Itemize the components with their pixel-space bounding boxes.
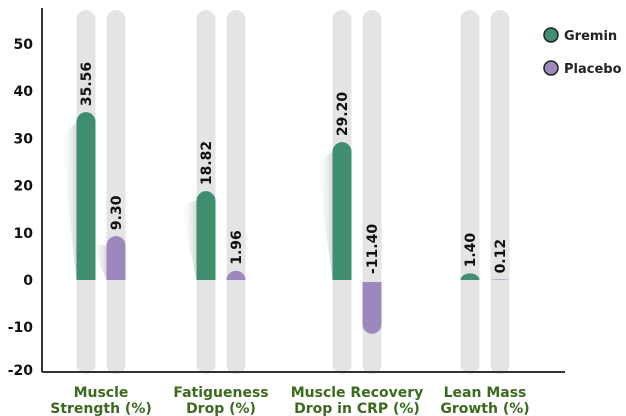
legend-label-placebo: Placebo [564, 62, 622, 77]
y-tick-label: 20 [14, 179, 34, 195]
data-labels: 35.56 18.82 29.20 1.40 9.30 1.96 -11.40 0.12 [79, 62, 509, 274]
data-label: 29.20 [335, 92, 351, 137]
bar-shadow [181, 201, 197, 280]
data-label: 0.12 [493, 239, 509, 274]
bar-gremin-2 [333, 142, 352, 280]
legend-label-gremin: Gremin [564, 29, 617, 44]
bar-placebo-2 [363, 282, 382, 334]
data-label: 35.56 [79, 62, 95, 106]
y-tick-label: 0 [23, 273, 33, 289]
x-category-label: Lean Mass [444, 385, 527, 401]
y-tick-label: -20 [8, 363, 34, 379]
y-tick-label: -10 [8, 320, 34, 336]
y-tick-label: 10 [14, 226, 34, 242]
bar-gremin-1 [197, 191, 216, 280]
x-category-label: Drop (%) [186, 401, 256, 416]
legend-marker-placebo [544, 61, 558, 75]
y-tick-label: 50 [14, 37, 34, 53]
bar-track [491, 10, 510, 374]
bar-track [227, 10, 246, 374]
bar-gremin-0 [77, 112, 96, 280]
legend-marker-gremin [544, 28, 558, 42]
x-category-label: Strength (%) [50, 401, 152, 416]
x-category-label: Muscle [74, 385, 129, 401]
bar-shadow [317, 152, 333, 280]
bar-shadow [445, 274, 461, 280]
y-axis-ticks: -20 -10 0 10 20 30 40 50 [8, 37, 34, 379]
bars [77, 112, 510, 334]
x-category-label: Drop in CRP (%) [294, 401, 420, 416]
x-category-label: Fatigueness [173, 385, 268, 401]
legend: Gremin Placebo [544, 28, 622, 77]
data-label: 18.82 [199, 141, 215, 185]
data-label: 1.40 [463, 233, 479, 268]
y-tick-label: 30 [14, 131, 34, 147]
bar-track [107, 10, 126, 374]
y-tick-label: 40 [14, 84, 34, 100]
data-label: -11.40 [365, 224, 381, 274]
bar-placebo-0 [107, 236, 126, 280]
bar-track [461, 10, 480, 374]
data-label: 9.30 [109, 195, 125, 230]
x-category-label: Muscle Recovery [291, 385, 424, 401]
bar-shadow [61, 122, 77, 280]
x-category-label: Growth (%) [440, 401, 529, 416]
data-label: 1.96 [229, 230, 245, 265]
bar-tracks [77, 10, 510, 374]
